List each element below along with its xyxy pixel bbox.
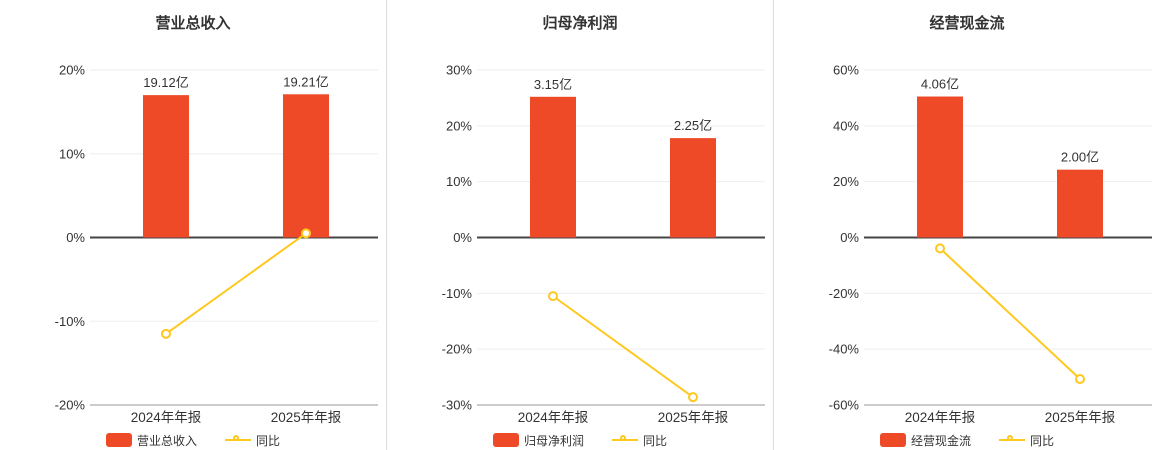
chart-legend: 经营现金流 同比 [774, 430, 1160, 450]
yoy-marker [301, 228, 311, 239]
x-category-label: 2025年年报 [1045, 410, 1116, 425]
chart-title: 营业总收入 [155, 15, 231, 32]
y-tick-label: 60% [833, 63, 859, 78]
y-tick-label: 40% [833, 118, 859, 133]
line-marker-icon [225, 433, 251, 447]
chart-legend: 归母净利润 同比 [387, 430, 773, 450]
x-category-label: 2024年年报 [905, 410, 976, 425]
bar-swatch-icon [492, 433, 519, 447]
y-tick-label: 30% [446, 63, 472, 78]
y-tick-label: -10% [55, 314, 86, 329]
legend-item-line[interactable]: 同比 [612, 432, 667, 449]
y-tick-label: -20% [829, 286, 860, 301]
bar [143, 95, 189, 238]
chart-plot: 30% 20% 10% 0% -10% -20% -30% 3.15亿 2.25亿 2024年年报… [387, 38, 773, 430]
y-tick-label: 20% [833, 174, 859, 189]
yoy-marker [161, 328, 171, 339]
bar [917, 96, 963, 238]
legend-item-bar[interactable]: 经营现金流 [879, 432, 971, 449]
legend-item-line[interactable]: 同比 [225, 432, 280, 449]
y-tick-label: 10% [59, 146, 85, 161]
y-tick-label: 20% [59, 63, 85, 78]
chart-svg: 30% 20% 10% 0% -10% -20% -30% 3.15亿 2.25亿 2024年年报… [442, 63, 765, 425]
y-tick-label: 10% [446, 174, 472, 189]
y-tick-label: -40% [829, 342, 860, 357]
bar [283, 94, 329, 238]
y-tick-label: -60% [829, 398, 860, 413]
line-dot [620, 435, 626, 441]
x-category-label: 2025年年报 [658, 410, 729, 425]
chart-plot: 60% 40% 20% 0% -20% -40% -60% 4.06亿 2.00亿 2024年年报… [774, 38, 1160, 430]
chart-svg: 60% 40% 20% 0% -20% -40% -60% 4.06亿 2.00亿 2024年年报… [829, 63, 1152, 425]
bar-value-label: 2.00亿 [1061, 150, 1099, 165]
line-dot [233, 435, 239, 441]
yoy-marker [1075, 374, 1085, 385]
y-tick-label: -10% [442, 286, 473, 301]
chart-title: 归母净利润 [542, 15, 618, 32]
bar-value-label: 2.25亿 [674, 118, 712, 133]
bar-value-label: 19.12亿 [143, 75, 189, 90]
x-category-label: 2024年年报 [518, 410, 589, 425]
y-tick-label: -20% [442, 342, 473, 357]
y-tick-label: 0% [66, 230, 85, 245]
legend-label: 同比 [643, 433, 668, 448]
chart-legend: 营业总收入 同比 [0, 430, 386, 450]
y-tick-label: 20% [446, 118, 472, 133]
chart-title: 经营现金流 [929, 15, 1005, 32]
yoy-marker [935, 243, 945, 254]
bar-value-label: 3.15亿 [534, 77, 572, 92]
chart-svg: 20% 10% 0% -10% -20% 19.12亿 19.21亿 2024年年报 2025年… [55, 63, 378, 425]
yoy-line [939, 247, 1081, 380]
yoy-line [165, 232, 307, 335]
yoy-marker [688, 392, 698, 403]
line-marker-icon [999, 433, 1025, 447]
legend-item-line[interactable]: 同比 [999, 432, 1054, 449]
legend-item-bar[interactable]: 营业总收入 [105, 432, 197, 449]
legend-label: 同比 [256, 433, 281, 448]
bar [1057, 169, 1103, 238]
chart-panel-revenue: 营业总收入 20% 10% 0% -10% -20% 19.12亿 19.21亿 2024年年… [0, 0, 386, 450]
legend-label: 同比 [1030, 433, 1055, 448]
x-category-label: 2024年年报 [131, 410, 202, 425]
legend-item-bar[interactable]: 归母净利润 [492, 432, 584, 449]
y-tick-label: 0% [453, 230, 472, 245]
chart-panel-cash-flow: 经营现金流 60% 40% 20% 0% -20% -40% -60% 4.06亿 2.00亿 2… [773, 0, 1160, 450]
bar-value-label: 19.21亿 [283, 74, 329, 89]
legend-label: 营业总收入 [136, 433, 197, 448]
line-dot [1007, 435, 1013, 441]
yoy-marker [548, 291, 558, 302]
chart-panel-net-profit: 归母净利润 30% 20% 10% 0% -10% -20% -30% 3.15亿 2.25亿 2… [386, 0, 773, 450]
y-tick-label: 0% [840, 230, 859, 245]
legend-label: 归母净利润 [523, 433, 584, 448]
chart-plot: 20% 10% 0% -10% -20% 19.12亿 19.21亿 2024年年报 2025年… [0, 38, 386, 430]
bar-value-label: 4.06亿 [921, 77, 959, 92]
bar [670, 138, 716, 238]
bar-swatch-icon [879, 433, 906, 447]
y-tick-label: -30% [442, 398, 473, 413]
line-marker-icon [612, 433, 638, 447]
bar [530, 96, 576, 238]
legend-label: 经营现金流 [910, 433, 971, 448]
yoy-line [552, 295, 694, 398]
x-category-label: 2025年年报 [271, 410, 342, 425]
y-tick-label: -20% [55, 398, 86, 413]
bar-swatch-icon [105, 433, 132, 447]
